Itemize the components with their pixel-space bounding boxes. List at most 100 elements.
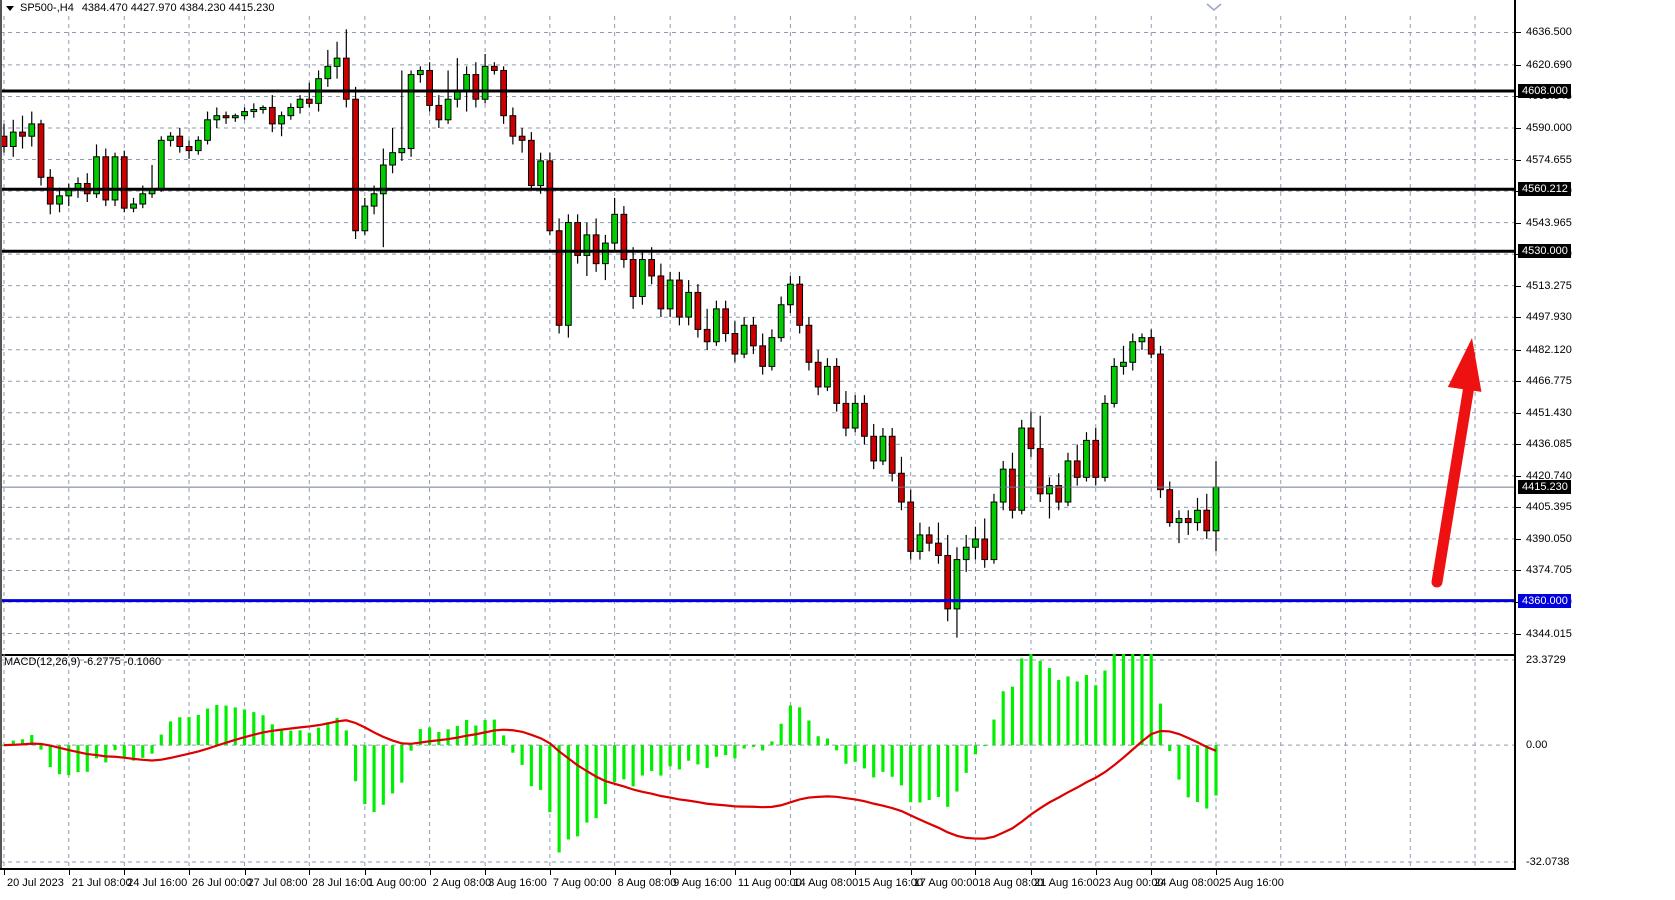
time-scale-label: 21 Jul 08:00 bbox=[71, 877, 132, 889]
price-scale-label: 4374.705 bbox=[1526, 564, 1572, 577]
price-scale-tick bbox=[1516, 285, 1521, 287]
price-scale-tick bbox=[1516, 159, 1521, 161]
price-scale-tick bbox=[1516, 128, 1521, 129]
time-scale-label: 17 Aug 00:00 bbox=[913, 877, 979, 889]
price-scale-label: 4497.930 bbox=[1526, 311, 1572, 324]
time-scale-label: 27 Jul 08:00 bbox=[247, 877, 308, 889]
time-scale-tick bbox=[244, 870, 246, 875]
time-scale-tick bbox=[364, 870, 366, 875]
time-scale-tick bbox=[1095, 870, 1097, 875]
price-scale-label: 4636.500 bbox=[1526, 26, 1572, 39]
time-scale-label: 20 Jul 2023 bbox=[7, 877, 64, 889]
price-scale-tick bbox=[1516, 349, 1521, 351]
ohlc-quote-values: 4384.470 4427.970 4384.230 4415.230 bbox=[81, 2, 275, 14]
price-scale-label: 4344.015 bbox=[1526, 627, 1572, 640]
time-scale-tick bbox=[124, 870, 126, 875]
macd-plot bbox=[0, 654, 1516, 870]
chart-bottom-frame bbox=[0, 868, 1516, 870]
time-scale-label: 23 Aug 00:00 bbox=[1098, 877, 1164, 889]
price-scale-label: 4574.655 bbox=[1526, 153, 1572, 166]
time-scale-label: 28 Jul 16:00 bbox=[312, 877, 373, 889]
macd-legend: MACD(12,26,9) -6.2775 -0.1060 bbox=[4, 656, 162, 668]
caret-down-icon[interactable] bbox=[6, 5, 14, 11]
price-scale-tick bbox=[1516, 64, 1521, 66]
time-scale-tick bbox=[670, 870, 672, 875]
time-scale-tick bbox=[855, 870, 857, 875]
time-scale-tick bbox=[1151, 870, 1153, 875]
macd-scale-label: 23.3729 bbox=[1526, 654, 1566, 666]
time-scale-tick bbox=[429, 870, 431, 875]
time-scale-label: 9 Aug 16:00 bbox=[673, 877, 732, 889]
price-scale-tick bbox=[1516, 412, 1521, 414]
macd-pane-divider bbox=[0, 654, 1516, 656]
price-scale-label: 4513.275 bbox=[1526, 279, 1572, 292]
price-scale-tick bbox=[1516, 32, 1521, 34]
symbol-label: SP500-,H4 bbox=[20, 2, 74, 14]
time-scale-tick bbox=[1030, 870, 1032, 875]
price-scale-tick bbox=[1516, 538, 1521, 540]
resistance-level-badge[interactable]: 4608.000 bbox=[1518, 84, 1571, 98]
price-scale-tick bbox=[1516, 317, 1521, 319]
bullish-arrow-annotation bbox=[1431, 338, 1482, 588]
time-scale-tick bbox=[1216, 870, 1217, 875]
time-scale-tick bbox=[975, 870, 977, 875]
scroll-marker-icon[interactable] bbox=[1205, 2, 1223, 12]
time-scale-label: 25 Aug 16:00 bbox=[1219, 877, 1284, 889]
resistance-level-badge[interactable]: 4530.000 bbox=[1518, 244, 1571, 259]
price-scale-tick bbox=[1516, 444, 1521, 446]
time-scale-tick bbox=[614, 870, 616, 875]
macd-pane[interactable] bbox=[0, 654, 1516, 870]
price-scale-label: 4405.395 bbox=[1526, 501, 1572, 514]
time-scale-tick bbox=[790, 870, 792, 875]
time-scale-tick bbox=[189, 870, 191, 875]
support-level-badge[interactable]: 4360.000 bbox=[1518, 593, 1571, 608]
price-scale-tick bbox=[1516, 222, 1521, 224]
time-scale-label: 24 Jul 16:00 bbox=[127, 877, 188, 889]
symbol-header: SP500-,H4 4384.470 4427.970 4384.230 441… bbox=[0, 0, 1675, 16]
price-plot bbox=[0, 16, 1516, 650]
macd-scale-label: 0.00 bbox=[1526, 739, 1548, 752]
price-scale-label: 4543.965 bbox=[1526, 216, 1572, 229]
price-scale-tick bbox=[1516, 507, 1521, 509]
time-scale-tick bbox=[734, 870, 736, 875]
chart-left-frame bbox=[0, 0, 2, 870]
price-scale-label: 4590.000 bbox=[1526, 122, 1572, 134]
price-scale-label: 4390.050 bbox=[1526, 532, 1572, 545]
time-scale-label: 1 Aug 00:00 bbox=[367, 877, 427, 889]
time-scale-tick bbox=[549, 870, 551, 875]
price-scale[interactable]: 4636.5004620.6904605.3454590.0004574.655… bbox=[1516, 16, 1675, 650]
macd-scale[interactable]: 23.3729 0.00 -32.0738 bbox=[1516, 654, 1675, 870]
macd-scale-label: -32.0738 bbox=[1526, 856, 1570, 868]
time-scale-label: 15 Aug 16:00 bbox=[858, 877, 924, 889]
time-scale-label: 21 Aug 16:00 bbox=[1033, 877, 1099, 889]
chart-right-frame bbox=[1514, 0, 1516, 870]
time-scale-label: 11 Aug 00:00 bbox=[737, 877, 802, 889]
price-scale-tick bbox=[1516, 570, 1521, 572]
time-scale-label: 24 Aug 08:00 bbox=[1154, 877, 1220, 889]
price-scale-label: 4436.085 bbox=[1526, 438, 1572, 451]
time-scale-label: 7 Aug 00:00 bbox=[552, 877, 612, 889]
price-scale-label: 4482.120 bbox=[1526, 343, 1572, 356]
price-scale-label: 4620.690 bbox=[1526, 58, 1572, 71]
current-price-badge[interactable]: 4415.230 bbox=[1518, 480, 1571, 495]
resistance-level-badge[interactable]: 4560.212 bbox=[1518, 182, 1571, 197]
time-scale-label: 26 Jul 00:00 bbox=[192, 877, 252, 889]
time-scale-tick bbox=[68, 870, 70, 875]
time-scale-label: 8 Aug 08:00 bbox=[617, 877, 677, 889]
price-scale-label: 4451.430 bbox=[1526, 406, 1572, 419]
time-scale-tick bbox=[309, 870, 311, 875]
time-scale-label: 2 Aug 08:00 bbox=[432, 877, 492, 889]
price-pane[interactable] bbox=[0, 16, 1516, 650]
time-scale-tick bbox=[485, 870, 487, 875]
time-scale-tick bbox=[910, 870, 912, 875]
price-scale-label: 4466.775 bbox=[1526, 375, 1572, 388]
price-scale-tick bbox=[1516, 381, 1521, 383]
time-scale-label: 18 Aug 08:00 bbox=[978, 877, 1044, 889]
time-scale-label: 14 Aug 08:00 bbox=[793, 877, 859, 889]
price-scale-tick bbox=[1516, 475, 1521, 477]
price-scale-label: 4420.740 bbox=[1526, 469, 1572, 482]
price-scale-tick bbox=[1516, 633, 1521, 635]
time-scale[interactable]: 20 Jul 2023 21 Jul 08:00 24 Jul 16:00 26 Ju… bbox=[0, 870, 1675, 900]
time-scale-tick bbox=[4, 870, 5, 875]
